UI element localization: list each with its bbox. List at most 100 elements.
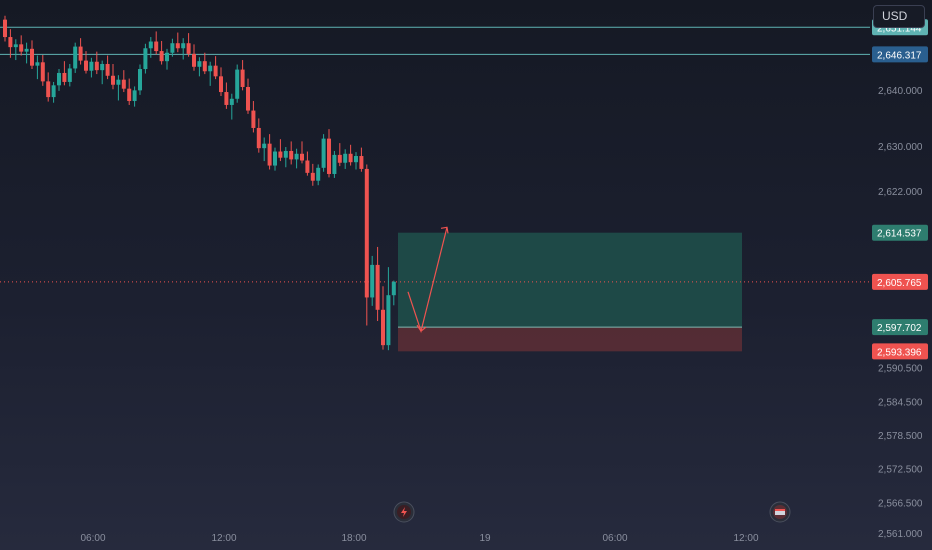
candle-body: [359, 156, 364, 169]
candle-body: [154, 41, 159, 52]
candle-body: [19, 44, 24, 52]
candle-body: [24, 48, 29, 52]
target-zone: [398, 232, 742, 328]
entry-price-tag-text: 2,597.702: [877, 323, 922, 334]
candle: [327, 129, 331, 178]
candle: [213, 56, 218, 80]
candle: [208, 61, 213, 86]
candle-body: [148, 41, 153, 49]
candle: [256, 118, 261, 153]
candle: [229, 93, 234, 120]
candle-body: [197, 61, 202, 67]
candle: [235, 64, 240, 103]
arrow-head-down: [416, 324, 427, 332]
candle: [305, 151, 310, 176]
candle-body: [229, 98, 234, 105]
price-axis-tick: 2,622.000: [878, 187, 923, 198]
candle: [202, 52, 207, 75]
candle-body: [343, 153, 348, 163]
candle: [175, 32, 180, 53]
economic-event-flag-icon[interactable]: [769, 501, 791, 523]
candle: [354, 152, 358, 170]
candle: [105, 55, 110, 80]
target-price-tag-bg: [872, 224, 928, 241]
candle: [283, 147, 288, 168]
candle-body: [267, 143, 272, 166]
candle-body: [3, 19, 7, 38]
candle-body: [262, 143, 267, 149]
currency-button[interactable]: USD: [873, 5, 925, 28]
time-axis-tick: 12:00: [733, 533, 758, 544]
candle-body: [105, 63, 110, 76]
time-axis-tick: 19: [479, 533, 491, 544]
candle: [192, 44, 196, 71]
target-price-tag: 2,614.537: [872, 224, 928, 241]
candle: [62, 61, 67, 86]
price-axis-tick: 2,566.500: [878, 498, 923, 509]
dividend-event-icon[interactable]: [393, 501, 415, 523]
candle: [278, 139, 283, 162]
time-axis-tick: 18:00: [341, 533, 366, 544]
price-axis-tick: 2,640.000: [878, 86, 923, 97]
current-price-tag-text: 2,605.765: [877, 278, 922, 289]
candle-body: [273, 151, 277, 166]
candle-body: [111, 75, 115, 85]
price-tags-layer: 2,651.144 2,646.317 2,614.537 2,605.765 2,59…: [872, 19, 928, 360]
candle-body: [208, 65, 213, 72]
candle: [100, 60, 105, 85]
candle: [300, 141, 304, 164]
candle-body: [289, 150, 294, 160]
price-axis-tick: 2,572.500: [878, 465, 923, 476]
candle: [67, 63, 72, 87]
candle: [78, 38, 83, 65]
candle-body: [35, 62, 40, 66]
candle: [138, 64, 142, 95]
candle-body: [251, 110, 256, 128]
candle-body: [354, 156, 358, 163]
candle-body: [138, 69, 142, 91]
candle-body: [364, 168, 369, 298]
candle: [51, 81, 56, 103]
candle: [197, 57, 202, 77]
candle: [343, 149, 348, 169]
candle-body: [175, 43, 180, 49]
price-axis[interactable]: 2,640.000 2,630.000 2,622.000 2,590.500 2,58…: [878, 86, 923, 540]
position-zones-layer: [398, 232, 742, 352]
horizontal-level-price-tag-text: 2,646.317: [877, 50, 922, 61]
candle-body: [159, 51, 164, 62]
candle: [127, 78, 132, 105]
candle: [246, 78, 250, 114]
candle-body: [13, 44, 18, 48]
candle-body: [278, 151, 283, 158]
drawings-layer: [407, 226, 449, 334]
events-layer: [393, 501, 791, 523]
entry-price-tag-bg: [872, 319, 928, 336]
candles-layer: [3, 15, 396, 351]
candle-body: [192, 53, 196, 67]
candle: [165, 48, 169, 70]
candle: [381, 286, 385, 350]
candle-body: [46, 81, 51, 98]
candle-body: [235, 69, 240, 99]
candle-body: [84, 60, 88, 71]
price-axis-tick: 2,561.000: [878, 529, 923, 540]
candle: [111, 63, 115, 90]
candle: [219, 67, 223, 96]
candle: [148, 37, 153, 58]
candle: [332, 150, 337, 178]
candle-body: [370, 264, 375, 298]
time-axis[interactable]: 06:00 12:00 18:00 19 06:00 12:00: [80, 533, 758, 544]
candle-body: [316, 167, 321, 181]
candle: [359, 147, 364, 172]
time-axis-tick: 12:00: [211, 533, 236, 544]
candle-body: [78, 46, 83, 61]
candle-body: [240, 69, 245, 87]
candle: [40, 55, 45, 86]
candle-body: [213, 65, 218, 77]
candle: [186, 33, 191, 57]
candle: [94, 51, 99, 75]
horizontal-level-price-tag: 2,646.317: [872, 46, 928, 63]
candle: [251, 101, 256, 133]
candle-body: [391, 281, 396, 296]
